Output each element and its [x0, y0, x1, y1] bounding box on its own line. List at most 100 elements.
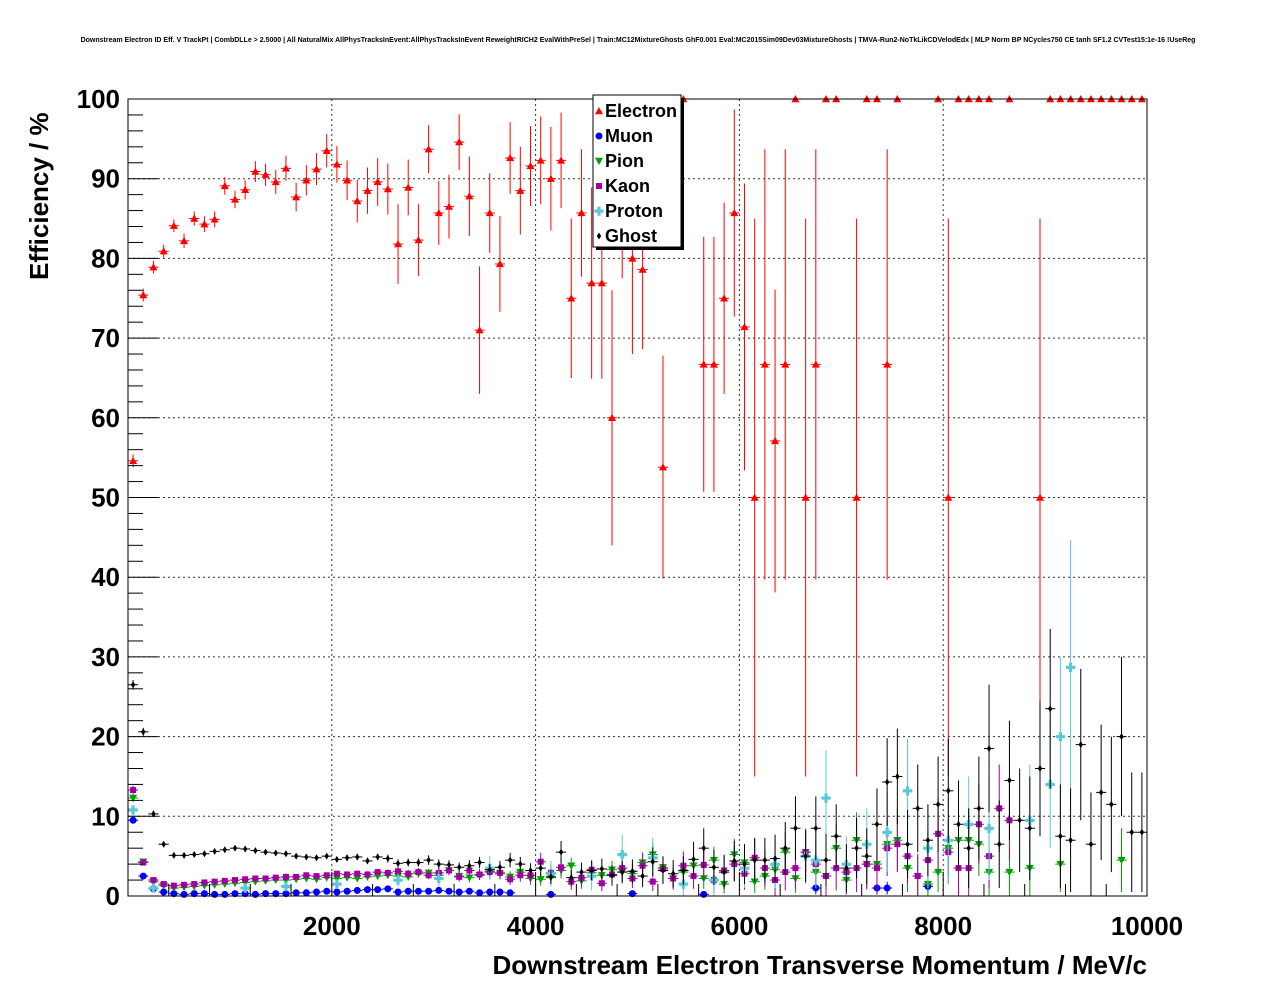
data-point-muon	[547, 890, 555, 898]
data-point-electron	[485, 208, 494, 217]
data-point-electron	[281, 164, 290, 172]
series-pion	[128, 793, 1127, 896]
data-point-muon	[628, 890, 636, 898]
legend-entries: Electron Muon Pion Kaon Proton Ghost	[594, 101, 677, 246]
data-point-kaon	[456, 873, 463, 880]
data-point-muon	[231, 890, 239, 898]
data-point-ghost	[202, 850, 207, 858]
data-point-electron	[536, 156, 545, 164]
data-point-ghost	[620, 868, 625, 876]
data-point-ghost	[670, 870, 676, 878]
data-point-kaon	[323, 872, 330, 879]
data-point-electron	[750, 493, 759, 501]
data-point-kaon	[160, 881, 167, 888]
data-point-ghost	[141, 728, 146, 736]
data-point-electron	[720, 294, 729, 302]
data-point-kaon	[282, 873, 289, 880]
data-point-muon	[883, 884, 891, 892]
data-point-ghost	[334, 855, 340, 863]
data-point-ghost	[854, 844, 859, 852]
data-point-proton	[281, 881, 291, 892]
data-point-pion	[465, 874, 474, 882]
data-point-kaon	[221, 877, 228, 884]
data-point-muon	[200, 890, 208, 898]
data-point-ghost	[446, 861, 452, 869]
data-point-ghost	[946, 787, 951, 795]
data-point-ghost	[895, 772, 900, 780]
y-tick-label-10: 100	[77, 84, 120, 114]
data-point-proton	[332, 879, 342, 889]
data-point-muon	[353, 886, 361, 894]
data-point-kaon	[354, 870, 361, 877]
data-point-muon	[343, 887, 351, 895]
data-point-kaon	[598, 880, 605, 887]
data-point-electron	[363, 186, 372, 194]
data-point-electron	[139, 291, 148, 299]
data-point-pion	[353, 875, 362, 883]
data-point-ghost	[1027, 824, 1033, 832]
data-point-ghost	[884, 778, 890, 786]
data-point-electron	[577, 208, 586, 217]
data-point-ghost	[874, 820, 880, 828]
data-point-pion	[1117, 856, 1126, 865]
data-point-electron	[180, 236, 189, 245]
data-point-electron	[465, 192, 474, 200]
data-point-electron	[699, 360, 708, 368]
data-point-muon	[292, 889, 300, 897]
data-point-ghost	[630, 867, 635, 875]
data-point-ghost	[721, 868, 727, 876]
legend-marker-pion	[595, 157, 603, 165]
data-point-kaon	[231, 877, 238, 884]
data-point-electron	[414, 236, 423, 244]
data-point-electron	[394, 240, 403, 248]
data-point-electron	[811, 360, 820, 368]
data-point-kaon	[170, 882, 177, 889]
data-point-ghost	[681, 866, 686, 874]
data-point-electron	[444, 202, 453, 210]
data-point-kaon	[395, 868, 402, 875]
data-point-ghost	[324, 852, 329, 860]
data-point-muon	[445, 887, 453, 895]
data-point-electron	[332, 160, 341, 168]
data-point-proton	[240, 883, 250, 893]
data-point-ghost	[151, 810, 156, 818]
data-point-kaon	[303, 872, 310, 879]
data-point-electron	[200, 220, 209, 228]
data-point-electron	[434, 208, 443, 217]
legend-entry-ghost: Ghost	[596, 226, 657, 246]
data-point-ghost	[711, 863, 717, 871]
data-point-electron	[159, 247, 168, 255]
data-point-electron	[169, 221, 178, 229]
data-point-ghost	[518, 860, 523, 868]
data-point-muon	[435, 886, 443, 894]
data-point-proton	[1055, 732, 1065, 742]
data-point-electron	[608, 413, 617, 421]
x-tick-label-3: 8000	[914, 911, 972, 941]
data-point-ghost	[293, 852, 299, 860]
legend: Electron Muon Pion Kaon Proton Ghost	[592, 94, 684, 250]
data-point-ghost	[823, 856, 829, 864]
data-point-ghost	[171, 851, 177, 859]
data-point-ghost	[915, 804, 920, 812]
data-point-ghost	[793, 824, 798, 832]
data-point-ghost	[925, 836, 931, 844]
data-point-electron	[373, 177, 382, 186]
data-point-proton	[811, 855, 821, 865]
data-point-ghost	[956, 820, 961, 828]
data-point-pion	[332, 875, 341, 883]
data-point-ghost	[1078, 741, 1083, 749]
data-point-electron	[190, 214, 199, 222]
data-point-pion	[1005, 868, 1014, 877]
data-point-kaon	[201, 879, 208, 886]
data-point-kaon	[130, 786, 137, 793]
data-point-muon	[180, 890, 188, 898]
data-point-electron	[271, 177, 280, 186]
data-point-kaon	[425, 872, 432, 879]
data-point-ghost	[477, 859, 482, 867]
data-point-pion	[536, 876, 545, 884]
legend-entry-kaon: Kaon	[596, 176, 650, 196]
data-point-kaon	[293, 873, 300, 880]
data-point-electron	[312, 165, 321, 173]
data-point-ghost	[232, 844, 238, 852]
data-point-electron	[567, 294, 576, 302]
